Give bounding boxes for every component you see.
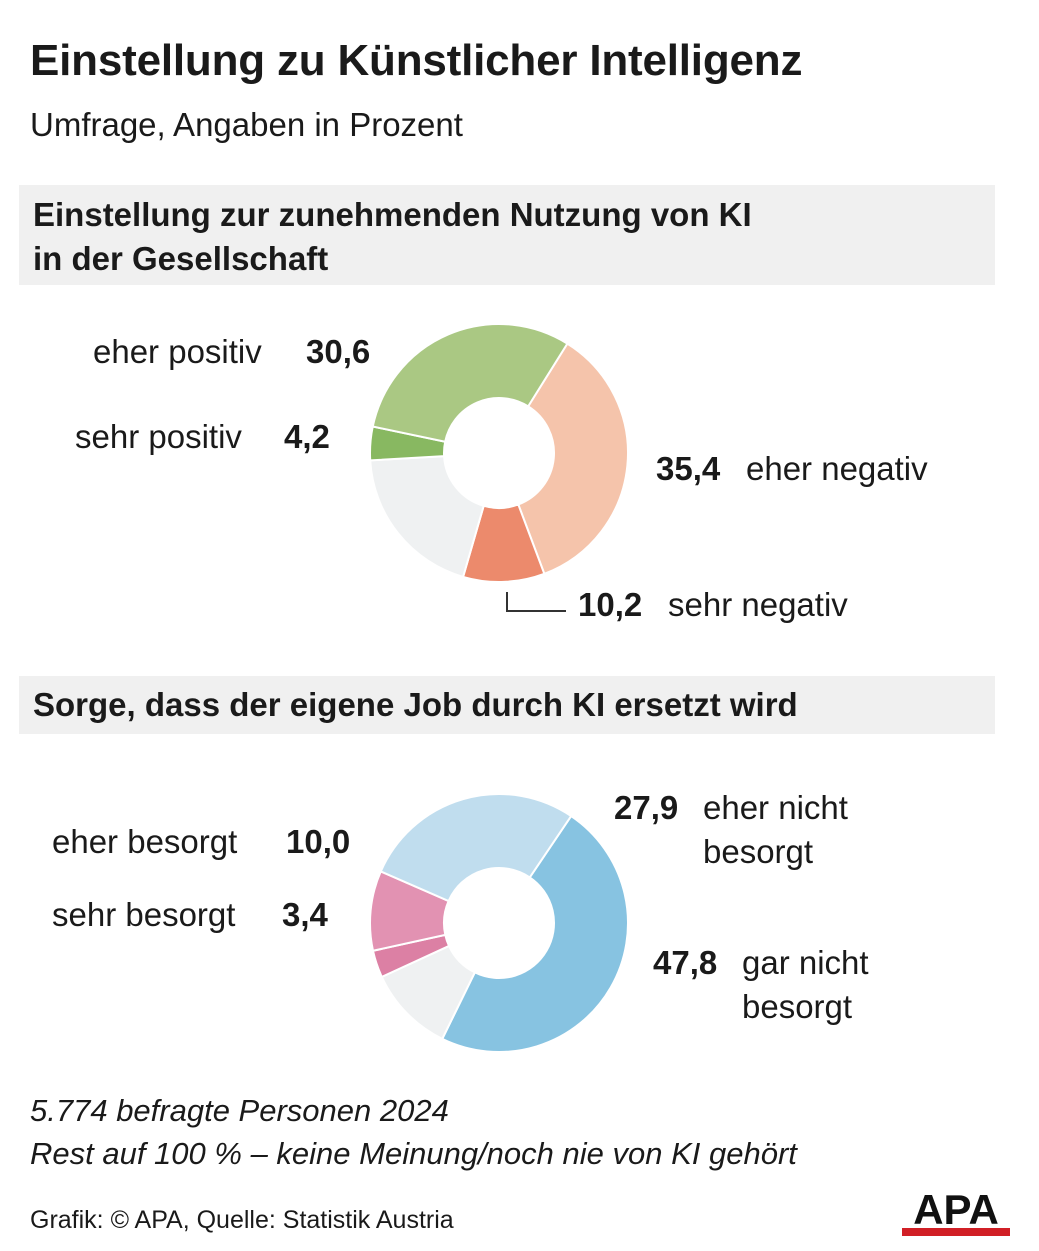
label-eher-nicht-besorgt-line1: eher nicht (703, 789, 848, 826)
value-eher-nicht-besorgt: 27,9 (614, 789, 679, 826)
label-eher-negativ: eher negativ (746, 450, 928, 487)
chart1-slice-eher-negativ (517, 342, 629, 576)
chart1-header-box: Einstellung zur zunehmenden Nutzung von … (19, 185, 995, 285)
value-eher-besorgt: 10,0 (286, 823, 351, 860)
footnote-respondents: 5.774 befragte Personen 2024 (30, 1093, 449, 1128)
chart2-donut (369, 793, 629, 1053)
value-eher-positiv: 30,6 (306, 333, 371, 370)
source-credit: Grafik: © APA, Quelle: Statistik Austria (30, 1206, 454, 1234)
page-title: Einstellung zu Künstlicher Intelligenz (30, 36, 803, 85)
label-eher-positiv: eher positiv (93, 333, 262, 370)
chart2-title: Sorge, dass der eigene Job durch KI erse… (33, 686, 798, 723)
value-eher-negativ: 35,4 (656, 450, 721, 487)
chart2-slice-eher-nicht-besorgt (379, 793, 573, 903)
value-sehr-besorgt: 3,4 (282, 896, 328, 933)
value-sehr-negativ: 10,2 (578, 586, 643, 623)
apa-logo: APA (902, 1186, 1010, 1236)
chart1-donut (369, 323, 629, 583)
label-gar-nicht-besorgt-line2: besorgt (742, 988, 853, 1025)
value-gar-nicht-besorgt: 47,8 (653, 944, 718, 981)
label-gar-nicht-besorgt-line1: gar nicht (742, 944, 869, 981)
chart1-title-line2: in der Gesellschaft (33, 240, 329, 277)
chart1-slice-eher-positiv (371, 323, 569, 443)
page-subtitle: Umfrage, Angaben in Prozent (30, 106, 463, 143)
chart2-header-box: Sorge, dass der eigene Job durch KI erse… (19, 676, 995, 734)
apa-logo-bar (902, 1228, 1010, 1236)
leader-line-sehr-negativ (506, 592, 566, 612)
label-sehr-besorgt: sehr besorgt (52, 896, 236, 933)
label-eher-nicht-besorgt-line2: besorgt (703, 833, 814, 870)
chart1-title-line1: Einstellung zur zunehmenden Nutzung von … (33, 196, 752, 233)
apa-logo-text: APA (913, 1186, 999, 1233)
footnote-rest: Rest auf 100 % – keine Meinung/noch nie … (30, 1136, 797, 1171)
label-eher-besorgt: eher besorgt (52, 823, 238, 860)
chart1-slice-rest (369, 455, 485, 579)
chart2-slice-gar-nicht-besorgt (440, 814, 629, 1053)
label-sehr-negativ: sehr negativ (668, 586, 848, 623)
value-sehr-positiv: 4,2 (284, 418, 330, 455)
label-sehr-positiv: sehr positiv (75, 418, 242, 455)
